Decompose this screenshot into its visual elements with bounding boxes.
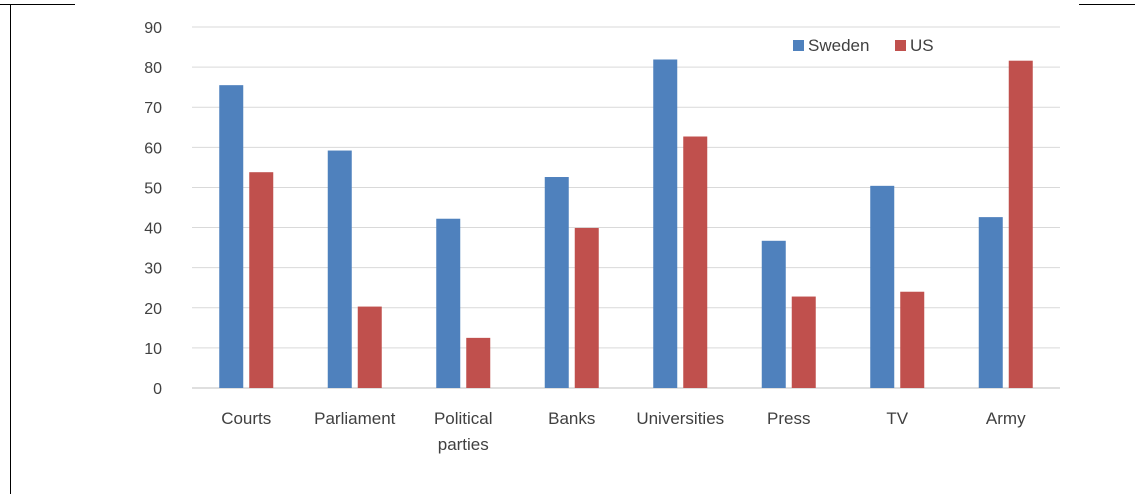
bar-us [900,291,925,388]
legend: Sweden US [793,36,934,55]
bar-us [791,296,816,388]
x-tick-label: parties [438,435,489,454]
x-tick-label: Universities [636,409,724,428]
bar-sweden [219,85,244,389]
bar-sweden [327,150,352,388]
legend-label-sweden: Sweden [808,36,869,55]
y-tick-label: 60 [144,140,162,157]
x-tick-label: Press [767,409,810,428]
legend-label-us: US [910,36,934,55]
bar-us [249,172,274,388]
bar-sweden [653,59,678,389]
bar-us [357,306,382,388]
bars [219,59,1033,389]
y-tick-label: 10 [144,341,162,358]
y-axis: 0 10 20 30 40 50 60 70 80 90 [144,20,162,398]
x-tick-label: Banks [548,409,595,428]
bar-sweden [544,177,569,388]
x-tick-label: Parliament [314,409,396,428]
x-tick-label: Courts [221,409,271,428]
x-tick-label: Army [986,409,1026,428]
bar-us [683,136,708,388]
x-axis: Courts Parliament Political parties Banks Uni… [221,409,1026,454]
y-tick-label: 90 [144,20,162,37]
bar-us [466,337,491,388]
y-tick-label: 70 [144,100,162,117]
x-tick-label: Political [434,409,493,428]
gridlines [192,26,1060,389]
y-tick-label: 30 [144,261,162,278]
y-tick-label: 0 [153,381,162,398]
y-tick-label: 80 [144,60,162,77]
frame-line-top-left [0,4,75,5]
legend-swatch-sweden [793,40,804,51]
bar-us [1008,60,1033,389]
y-tick-label: 40 [144,221,162,238]
y-tick-label: 50 [144,180,162,197]
frame-line-left [10,4,11,494]
bar-sweden [870,185,895,388]
x-tick-label: TV [886,409,908,428]
legend-swatch-us [895,40,906,51]
frame-line-top-right [1079,4,1135,5]
bar-sweden [761,240,786,388]
bar-sweden [978,217,1003,388]
bar-us [574,227,599,388]
y-tick-label: 20 [144,301,162,318]
bar-sweden [436,218,461,388]
